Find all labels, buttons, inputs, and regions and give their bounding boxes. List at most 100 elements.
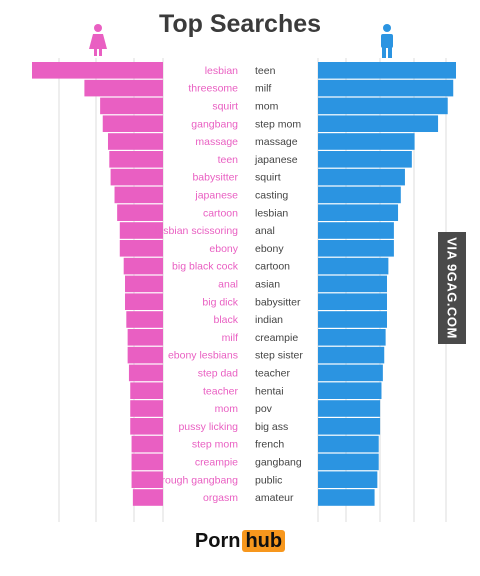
bar-male [318, 133, 415, 150]
bar-male [318, 329, 386, 346]
label-female: mom [215, 403, 239, 415]
label-male: amateur [255, 492, 294, 504]
bar-female [109, 151, 163, 168]
bar-male [318, 62, 456, 79]
label-male: babysitter [255, 296, 301, 308]
label-male: hentai [255, 385, 284, 397]
label-female: milf [222, 332, 238, 344]
bar-female [123, 257, 163, 275]
label-female: big black cock [172, 261, 239, 273]
label-female: step dad [198, 368, 238, 380]
label-female: big dick [202, 296, 238, 308]
bar-female [131, 435, 163, 453]
male-bars [318, 62, 456, 506]
label-female: orgasm [203, 492, 238, 504]
chart-title: Top Searches [158, 10, 322, 38]
label-male: lesbian [255, 207, 288, 219]
bar-female [127, 329, 163, 346]
male-labels: teen milf mom step mom massage japanese squirt… [254, 65, 303, 504]
bar-female [130, 382, 163, 399]
label-male: japanese [254, 154, 298, 166]
label-female: lesbian scissoring [155, 225, 238, 237]
female-icon [89, 24, 107, 56]
bar-female [125, 275, 163, 293]
label-male: french [255, 439, 284, 451]
bar-female [84, 79, 163, 97]
bar-male [318, 364, 383, 382]
bar-male [318, 151, 412, 168]
label-female: lesbian [205, 65, 238, 77]
logo-text-right: hub [242, 530, 286, 552]
gender-icons [89, 24, 393, 58]
female-bars [32, 62, 163, 506]
bar-male [318, 275, 387, 293]
bar-female [117, 204, 163, 221]
label-female: ebony [209, 243, 238, 255]
bar-male [318, 257, 389, 275]
label-male: squirt [255, 172, 281, 184]
label-female: black [213, 314, 238, 326]
bar-male [318, 240, 394, 257]
bar-male [318, 79, 454, 97]
label-female: teacher [203, 385, 239, 397]
label-male: cartoon [255, 261, 290, 273]
label-female: squirt [212, 101, 238, 113]
bar-female [119, 222, 163, 239]
label-female: teen [218, 154, 239, 166]
label-female: ebony lesbians [168, 350, 238, 362]
bar-female [107, 133, 163, 150]
female-labels: lesbian threesome squirt gangbang massage tee… [155, 65, 239, 504]
bar-female [102, 115, 163, 132]
bar-male [318, 400, 381, 417]
bar-female [119, 240, 163, 257]
label-female: massage [195, 136, 238, 148]
bar-female [125, 293, 163, 310]
label-male: step mom [255, 118, 301, 130]
label-male: indian [255, 314, 283, 326]
bar-male [318, 435, 379, 453]
bar-male [318, 346, 385, 364]
label-female: babysitter [192, 172, 238, 184]
label-female: cartoon [203, 207, 238, 219]
bar-male [318, 418, 381, 435]
label-female: pussy licking [178, 421, 238, 433]
label-male: teen [255, 65, 276, 77]
bar-female [114, 186, 163, 204]
bar-male [318, 222, 394, 239]
label-male: massage [255, 136, 298, 148]
bar-male [318, 471, 378, 488]
bar-male [318, 97, 448, 115]
label-male: step sister [255, 350, 303, 362]
label-male: teacher [255, 368, 291, 380]
bar-male [318, 453, 379, 471]
label-female: japanese [194, 190, 238, 202]
logo: Porn hub [0, 530, 480, 553]
bar-female [127, 346, 163, 364]
label-male: mom [255, 101, 279, 113]
watermark: VIA 9GAG.COM [438, 232, 466, 344]
bar-male [318, 168, 405, 186]
label-male: milf [255, 83, 271, 95]
bar-female [131, 471, 163, 488]
bar-male [318, 293, 387, 310]
bar-male [318, 115, 439, 132]
label-female: gangbang [191, 118, 238, 130]
label-male: creampie [255, 332, 298, 344]
bar-female [130, 400, 163, 417]
bar-female [131, 453, 163, 471]
bar-male [318, 311, 387, 328]
label-female: creampie [195, 457, 238, 469]
label-female: threesome [188, 83, 238, 95]
bar-female [126, 311, 163, 328]
label-male: asian [255, 279, 280, 291]
label-male: anal [255, 225, 275, 237]
bar-male [318, 204, 399, 221]
bar-female [132, 489, 163, 506]
bar-female [100, 97, 163, 115]
bar-female [130, 418, 163, 435]
label-male: big ass [255, 421, 288, 433]
logo-text-left: Porn [194, 530, 241, 552]
label-male: gangbang [255, 457, 302, 469]
bar-female [110, 168, 163, 186]
